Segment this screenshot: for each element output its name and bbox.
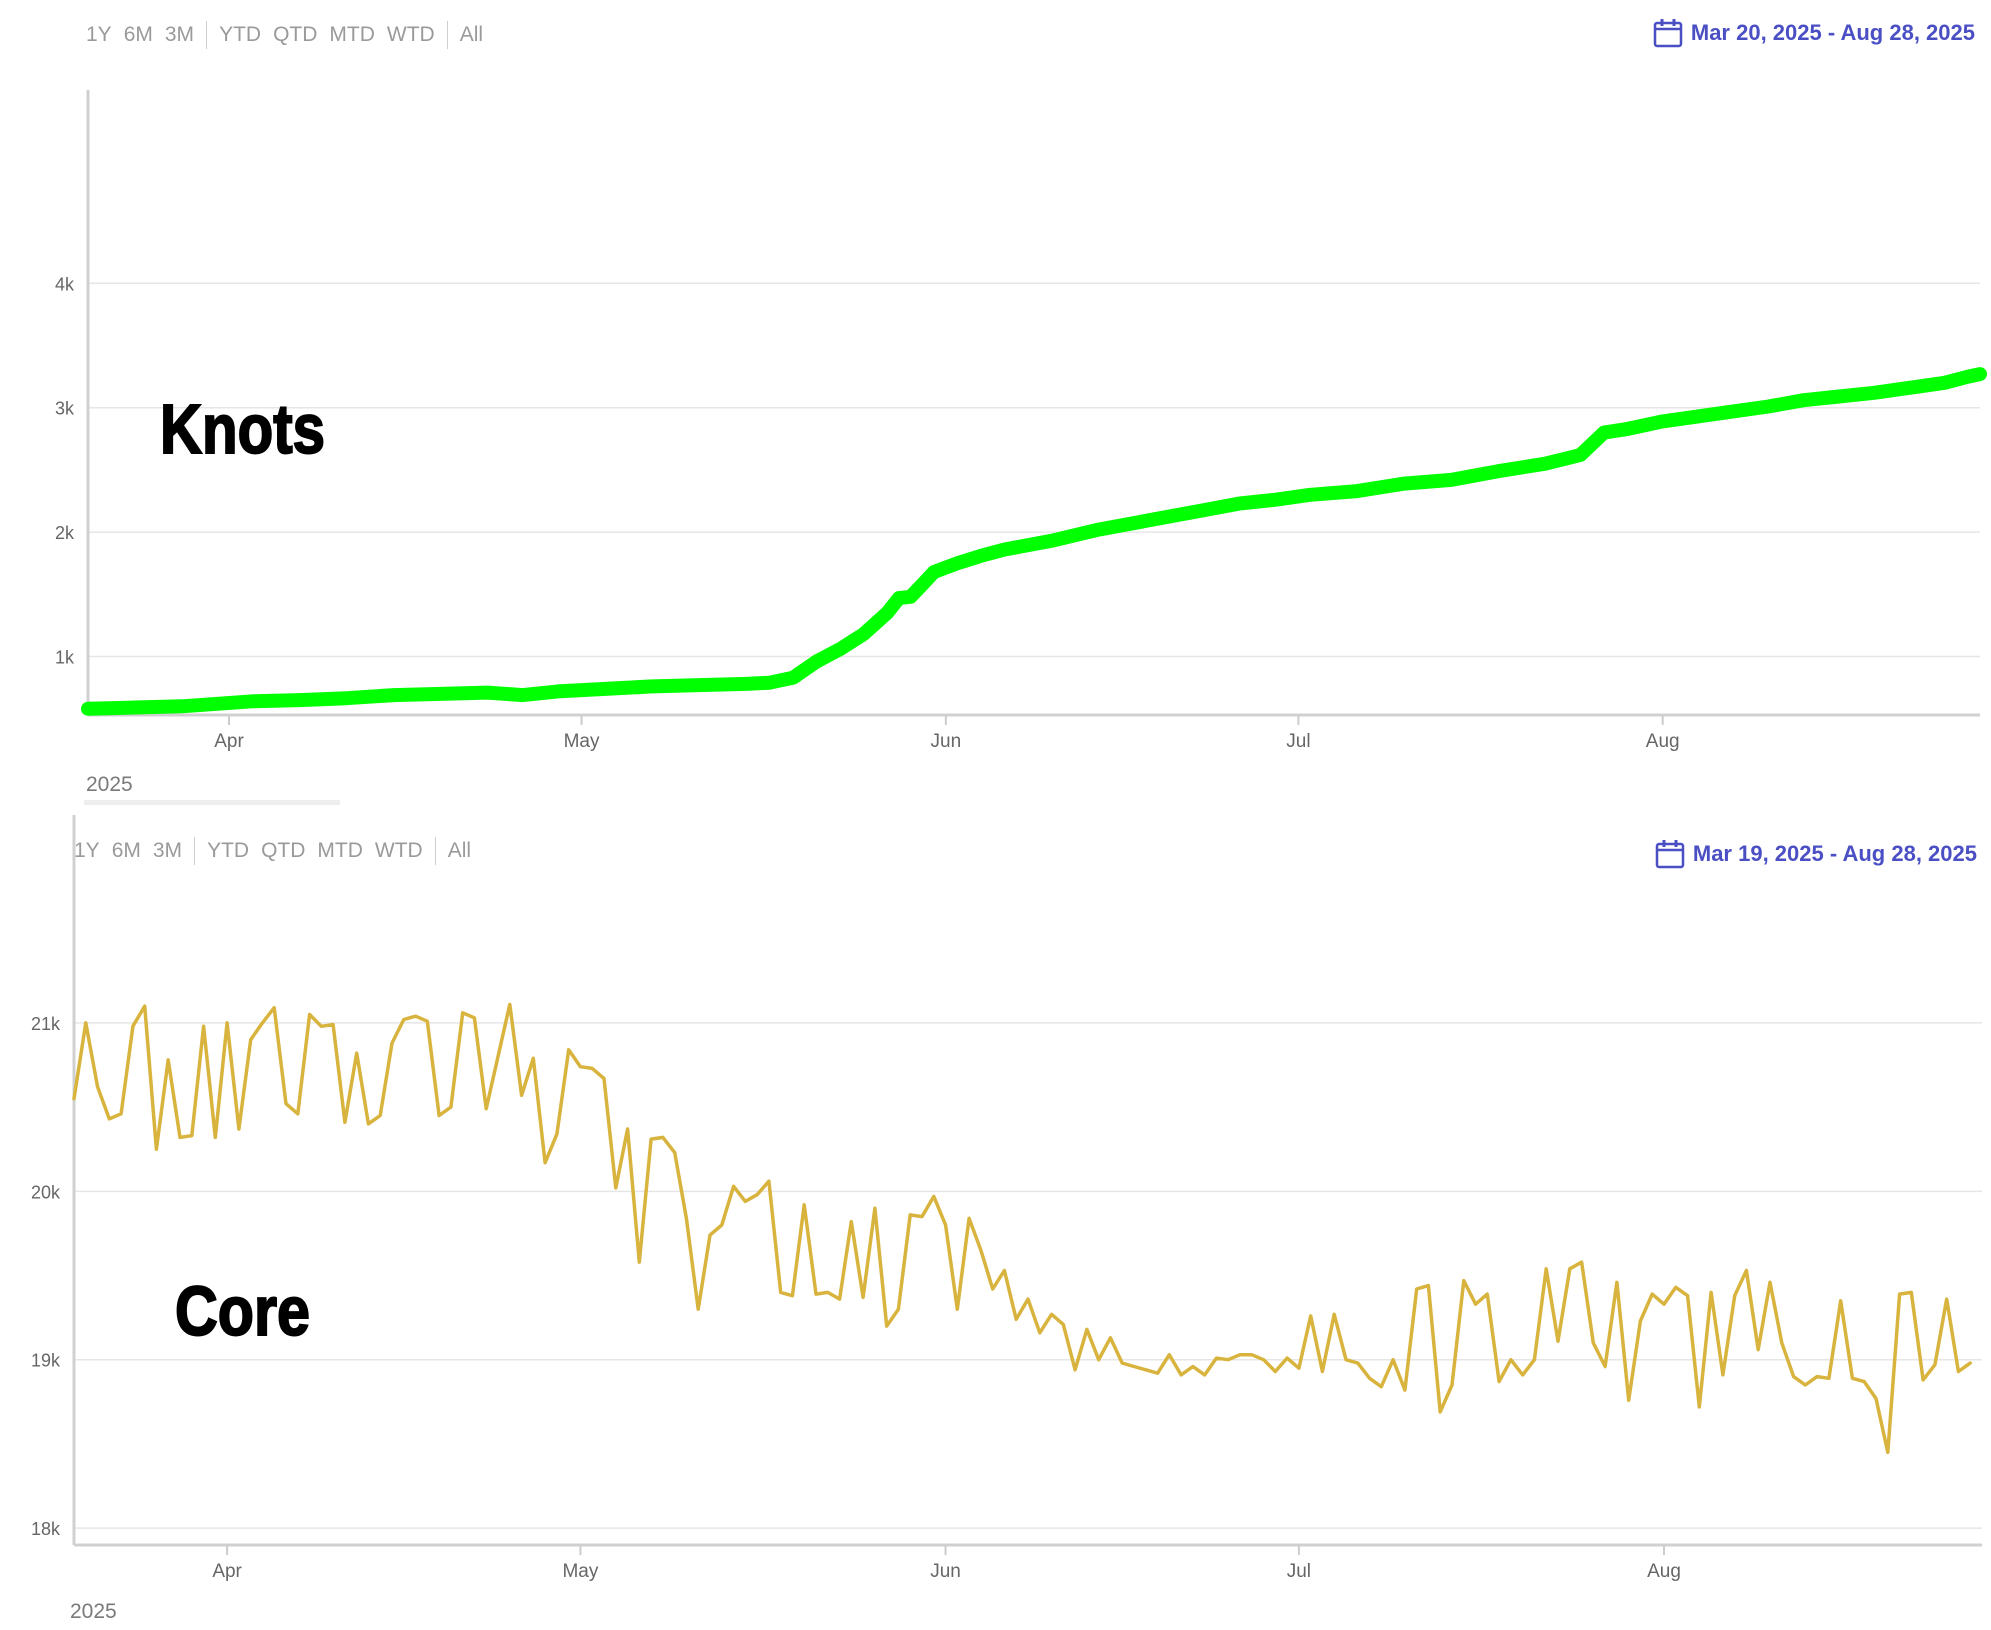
y-tick-label: 1k	[55, 648, 75, 668]
range-wtd-button[interactable]: WTD	[386, 23, 435, 46]
range-3m-button[interactable]: 3M	[164, 23, 195, 46]
knots-chart-panel: 1Y 6M 3M YTD QTD MTD WTD All Mar 20, 202…	[55, 18, 1987, 805]
core-line-chart: 18k 19k 20k 21k Apr May Jun Jul Aug Core	[31, 815, 1982, 1582]
x-tick-label: Jun	[930, 1561, 961, 1582]
date-range-text: Mar 20, 2025 - Aug 28, 2025	[1690, 20, 1975, 45]
y-tick-label: 19k	[31, 1351, 61, 1371]
range-mtd-button[interactable]: MTD	[317, 839, 363, 862]
y-tick-label: 18k	[31, 1519, 61, 1539]
x-tick-label: Apr	[214, 731, 244, 752]
range-ytd-button[interactable]: YTD	[219, 23, 262, 46]
series-line	[81, 367, 1987, 716]
calendar-icon	[1655, 840, 1685, 869]
y-tick-label: 21k	[31, 1014, 61, 1034]
date-range-text: Mar 19, 2025 - Aug 28, 2025	[1692, 841, 1977, 866]
range-6m-button[interactable]: 6M	[123, 23, 153, 46]
x-tick-label: Aug	[1647, 1561, 1681, 1582]
x-tick-label: Jul	[1286, 731, 1310, 752]
range-ytd-button[interactable]: YTD	[207, 839, 250, 862]
y-tick-label: 4k	[55, 274, 75, 294]
date-range-picker[interactable]: Mar 20, 2025 - Aug 28, 2025	[1653, 18, 1975, 48]
y-tick-label: 3k	[55, 399, 75, 419]
range-1y-button[interactable]: 1Y	[74, 839, 100, 862]
range-all-button[interactable]: All	[447, 839, 472, 862]
series-annotation: Core	[175, 1272, 310, 1350]
navigator-strip[interactable]	[84, 800, 340, 805]
range-1y-button[interactable]: 1Y	[86, 23, 112, 46]
range-divider	[434, 837, 436, 865]
series-annotation: Knots	[160, 390, 325, 468]
calendar-icon	[1653, 19, 1683, 48]
knots-line-chart: 1k 2k 3k 4k Apr May Jun Jul Aug Knots	[55, 90, 1987, 752]
range-qtd-button[interactable]: QTD	[273, 23, 318, 46]
range-3m-button[interactable]: 3M	[152, 839, 183, 862]
range-divider	[206, 21, 208, 49]
x-tick-label: May	[562, 1561, 598, 1582]
range-divider	[194, 837, 196, 865]
core-chart-panel: 1Y 6M 3M YTD QTD MTD WTD All Mar 19, 202…	[0, 815, 1991, 1630]
range-6m-button[interactable]: 6M	[111, 839, 141, 862]
range-divider	[446, 21, 448, 49]
year-label: 2025	[70, 1600, 117, 1623]
range-all-button[interactable]: All	[459, 23, 484, 46]
y-tick-label: 2k	[55, 523, 75, 543]
date-range-picker[interactable]: Mar 19, 2025 - Aug 28, 2025	[1655, 839, 1977, 869]
x-tick-label: Aug	[1646, 731, 1680, 752]
range-qtd-button[interactable]: QTD	[261, 839, 306, 862]
x-tick-label: Jun	[931, 731, 962, 752]
y-tick-label: 20k	[31, 1182, 61, 1202]
year-label: 2025	[86, 773, 133, 796]
series-line	[72, 1002, 1972, 1455]
range-selector: 1Y 6M 3M YTD QTD MTD WTD All	[80, 20, 489, 50]
range-selector: 1Y 6M 3M YTD QTD MTD WTD All	[68, 836, 477, 866]
x-tick-label: May	[564, 731, 600, 752]
range-wtd-button[interactable]: WTD	[374, 839, 423, 862]
x-tick-label: Jul	[1287, 1561, 1311, 1582]
x-tick-label: Apr	[212, 1561, 242, 1582]
range-mtd-button[interactable]: MTD	[329, 23, 375, 46]
